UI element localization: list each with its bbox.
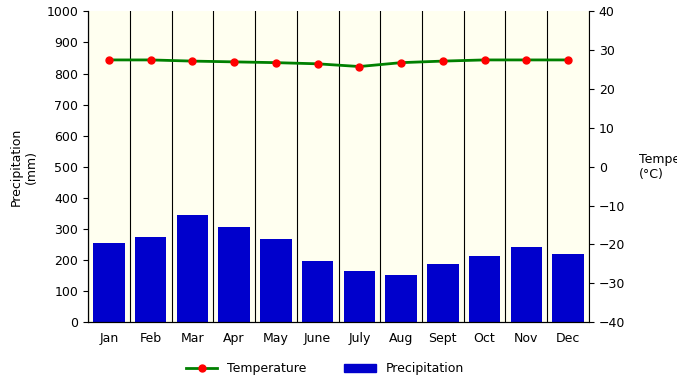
Bar [302,261,333,322]
Bar [552,254,584,322]
Bar [510,247,542,322]
Bar [469,256,500,322]
Legend: Temperature, Precipitation: Temperature, Precipitation [181,357,468,379]
Bar [260,239,292,322]
Bar [177,215,208,322]
Y-axis label: Precipitation
(mm): Precipitation (mm) [10,128,38,206]
Bar [427,264,458,322]
Bar [344,271,375,322]
Text: Temperature
(°C): Temperature (°C) [639,153,677,181]
Bar [219,227,250,322]
Bar [93,243,125,322]
Bar [135,236,167,322]
Bar [385,275,417,322]
